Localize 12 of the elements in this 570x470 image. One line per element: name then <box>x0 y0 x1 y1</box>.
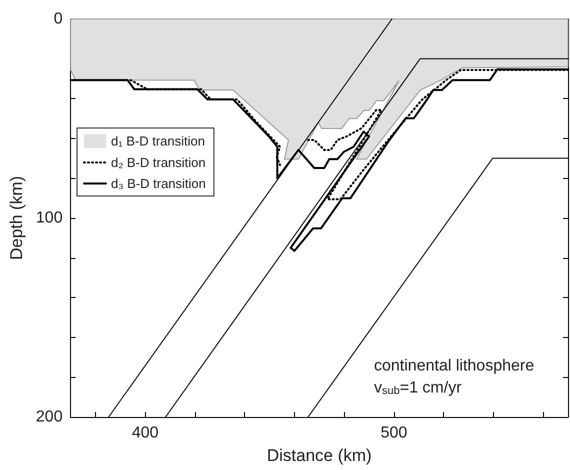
x-tick-label: 500 <box>380 424 408 442</box>
annotation: continental lithosphere <box>374 358 534 374</box>
y-tick-label: 0 <box>54 10 63 28</box>
y-tick-label: 200 <box>36 408 63 426</box>
legend-label: d₃ B-D transition <box>111 176 206 191</box>
legend-label: d₂ B-D transition <box>111 155 206 170</box>
x-tick-label: 400 <box>132 424 159 442</box>
annotation: vsub=1 cm/yr <box>374 380 462 397</box>
y-tick-label: 100 <box>36 210 63 226</box>
legend-label: d₁ B-D transition <box>111 134 205 148</box>
y-axis-title: Depth (km) <box>7 176 26 260</box>
x-axis-title: Distance (km) <box>266 446 372 465</box>
